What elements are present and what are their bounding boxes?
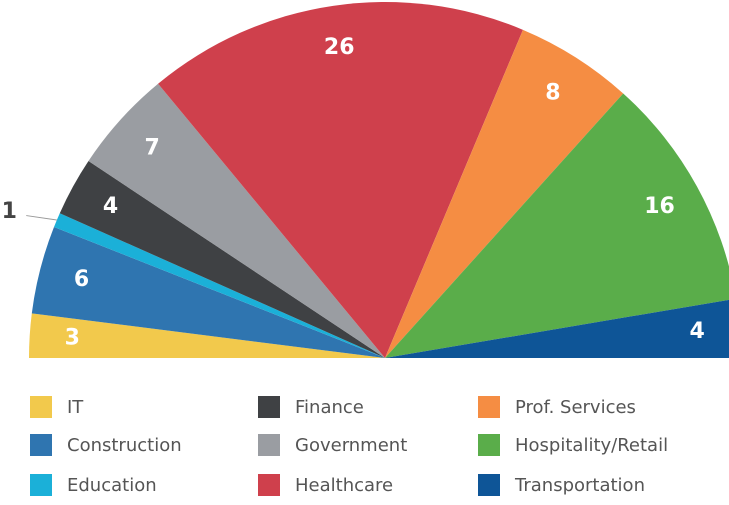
legend-swatch (478, 474, 500, 496)
legend-swatch (30, 396, 52, 418)
legend-swatch (478, 396, 500, 418)
data-label: 4 (103, 194, 118, 219)
data-label: 16 (644, 194, 675, 219)
pie-slice (31, 226, 386, 358)
legend-swatch (258, 434, 280, 456)
legend-label: Construction (67, 435, 182, 456)
pie-slice (88, 83, 385, 358)
data-label: 3 (65, 325, 80, 350)
legend-swatch (30, 474, 52, 496)
pie-slice (158, 1, 523, 358)
data-label: 6 (74, 267, 89, 292)
pie-slice (53, 213, 385, 358)
legend-swatch (30, 434, 52, 456)
pie-slice (385, 93, 729, 358)
legend-label: Education (67, 475, 157, 496)
data-label: 26 (324, 35, 355, 60)
data-label: 1 (2, 199, 17, 224)
legend-swatch (258, 474, 280, 496)
pie-slice (29, 313, 385, 358)
legend-label: IT (67, 397, 84, 418)
legend-label: Transportation (514, 475, 645, 496)
pie-slice (385, 29, 624, 359)
legend-swatch (478, 434, 500, 456)
legend-label: Prof. Services (515, 397, 636, 418)
legend-label: Hospitality/Retail (515, 435, 668, 456)
data-label: 4 (690, 319, 705, 344)
pie-slice (59, 160, 385, 358)
legend-label: Healthcare (295, 475, 393, 496)
data-label: 7 (145, 135, 160, 160)
leader-line (26, 215, 57, 221)
legend-label: Finance (295, 397, 364, 418)
pie-slice (385, 299, 729, 358)
data-label: 8 (545, 80, 560, 105)
legend-swatch (258, 396, 280, 418)
legend-label: Government (295, 435, 407, 456)
